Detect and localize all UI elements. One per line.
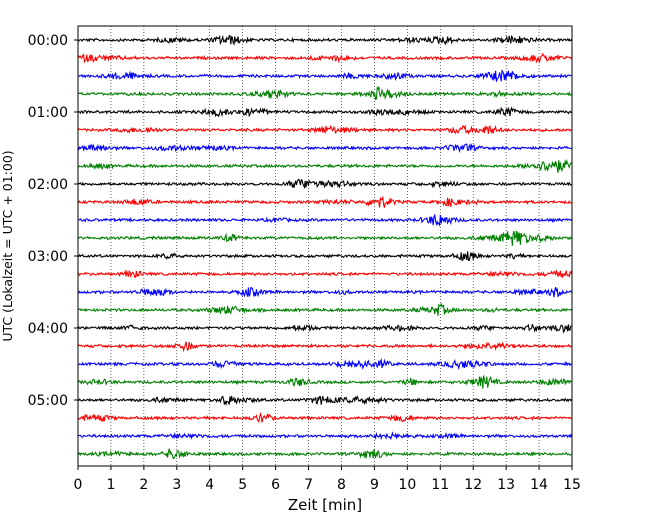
trace-line [77,86,573,101]
x-tick-label: 10 [398,477,416,493]
x-tick-label: 3 [172,477,181,493]
x-tick-label: 4 [205,477,214,493]
x-tick-label: 8 [337,477,346,493]
y-axis-label: UTC (Lokalzeit = UTC + 01:00) [0,150,15,341]
grid-lines [110,26,540,466]
trace-line [77,69,572,82]
trace-line [77,395,573,406]
trace-line [77,375,572,389]
trace-line [77,341,572,353]
trace-line [77,178,572,190]
trace-line [77,411,572,423]
y-tick-label: 05:00 [28,393,68,409]
x-tick-label: 12 [464,477,482,493]
trace-line [77,431,573,441]
trace-line [77,323,572,334]
y-tick-label: 00:00 [28,33,68,49]
y-axis-ticks: 00:00 01:00 02:00 03:00 04:00 05:00 [28,33,78,409]
trace-line [77,195,572,208]
x-tick-label: 13 [497,477,515,493]
x-tick-label: 6 [271,477,280,493]
trace-line [77,143,572,154]
plot-frame [77,25,573,467]
x-tick-label: 11 [431,477,449,493]
trace-line [77,302,573,316]
trace-line [77,52,573,64]
trace-line [77,357,572,371]
trace-line [77,448,573,460]
trace-line [77,269,573,279]
y-tick-label: 03:00 [28,249,68,265]
trace-line [77,213,573,227]
x-tick-label: 0 [74,477,83,493]
trace-line [77,124,572,135]
trace-line [77,230,572,246]
y-tick-label: 02:00 [28,177,68,193]
x-tick-label: 1 [106,477,115,493]
trace-line [77,158,572,173]
trace-line [77,286,573,298]
x-tick-label: 5 [238,477,247,493]
trace-line [77,106,573,118]
x-axis-ticks: 0 1 2 3 4 5 6 7 8 9 10 11 12 13 14 15 [74,466,581,493]
x-tick-label: 15 [563,477,581,493]
x-tick-label: 14 [530,477,548,493]
x-tick-label: 7 [304,477,313,493]
trace-line [77,34,573,46]
x-tick-label: 9 [370,477,379,493]
seismic-traces [77,34,573,460]
plot-background [78,26,572,466]
x-tick-label: 2 [139,477,148,493]
y-tick-label: 01:00 [28,105,68,121]
x-axis-label: Zeit [min] [288,496,362,514]
y-tick-label: 04:00 [28,321,68,337]
trace-line [77,251,572,262]
